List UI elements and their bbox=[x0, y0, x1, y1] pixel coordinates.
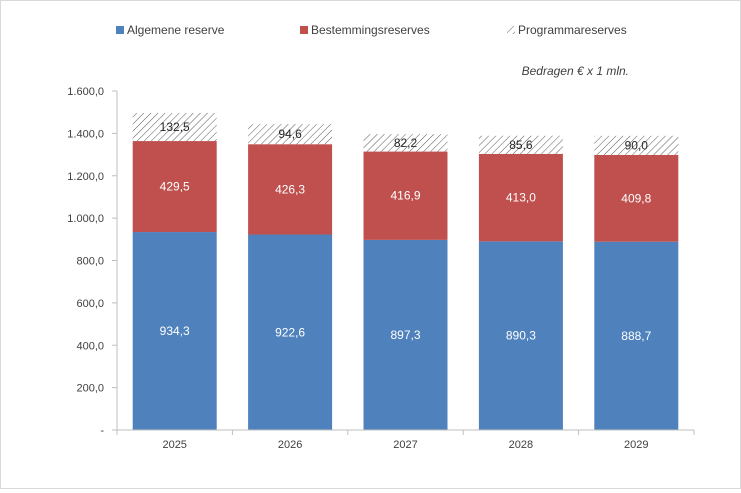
y-tick-label: 1.200,0 bbox=[67, 171, 104, 183]
y-tick-label: 1.600,0 bbox=[67, 86, 104, 98]
data-label-programmareserves-2028: 85,6 bbox=[509, 138, 533, 152]
y-tick-label: - bbox=[100, 425, 104, 437]
x-tick-label-2027: 2027 bbox=[393, 439, 417, 451]
x-tick-label-2029: 2029 bbox=[624, 439, 648, 451]
legend-label-programmareserves: Programmareserves bbox=[518, 23, 627, 37]
data-label-programmareserves-2029: 90,0 bbox=[625, 138, 649, 152]
data-label-algemene-reserve-2029: 888,7 bbox=[621, 329, 651, 343]
data-label-algemene-reserve-2026: 922,6 bbox=[275, 325, 305, 339]
data-label-algemene-reserve-2027: 897,3 bbox=[390, 328, 420, 342]
bar-algemene-reserve-2027 bbox=[363, 239, 448, 430]
x-tick-label-2028: 2028 bbox=[509, 439, 533, 451]
bar-bestemmingsreserves-2027 bbox=[363, 151, 448, 240]
data-label-algemene-reserve-2028: 890,3 bbox=[506, 329, 536, 343]
bar-programmareserves-2025 bbox=[132, 112, 217, 142]
bar-bestemmingsreserves-2028 bbox=[478, 153, 563, 242]
legend-swatch-programmareserves bbox=[507, 26, 515, 34]
bar-algemene-reserve-2029 bbox=[594, 241, 679, 430]
bars: 934,3 429,5 132,5 922,6 426,3 94,6 897,3 416,9 8… bbox=[132, 112, 679, 430]
data-label-bestemmingsreserves-2025: 429,5 bbox=[160, 180, 190, 194]
y-axis: - 200,0 400,0 600,0 800,0 1.000,0 1.200,0 1.400… bbox=[67, 86, 118, 437]
legend: Algemene reserve Bestemmingsreserves Pro… bbox=[116, 23, 627, 37]
legend-swatch-algemene-reserve bbox=[116, 26, 124, 34]
x-axis: 2025 2026 2027 2028 2029 bbox=[116, 429, 695, 451]
data-label-programmareserves-2026: 94,6 bbox=[278, 127, 302, 141]
data-label-bestemmingsreserves-2028: 413,0 bbox=[506, 191, 536, 205]
data-label-algemene-reserve-2025: 934,3 bbox=[160, 324, 190, 338]
y-tick-label: 200,0 bbox=[76, 383, 104, 395]
data-label-bestemmingsreserves-2029: 409,8 bbox=[621, 191, 651, 205]
legend-label-algemene-reserve: Algemene reserve bbox=[127, 23, 225, 37]
x-tick-label-2025: 2025 bbox=[162, 439, 186, 451]
data-label-bestemmingsreserves-2027: 416,9 bbox=[390, 189, 420, 203]
y-tick-label: 1.400,0 bbox=[67, 128, 104, 140]
y-tick-label: 600,0 bbox=[76, 298, 104, 310]
legend-swatch-bestemmingsreserves bbox=[300, 26, 308, 34]
bar-algemene-reserve-2025 bbox=[132, 232, 217, 430]
y-tick-label: 400,0 bbox=[76, 340, 104, 352]
y-tick-label: 1.000,0 bbox=[67, 213, 104, 225]
bar-algemene-reserve-2028 bbox=[478, 241, 563, 430]
bar-bestemmingsreserves-2025 bbox=[132, 141, 217, 233]
amount-unit-note: Bedragen € x 1 mln. bbox=[522, 64, 629, 78]
legend-label-bestemmingsreserves: Bestemmingsreserves bbox=[311, 23, 430, 37]
data-label-programmareserves-2025: 132,5 bbox=[160, 120, 190, 134]
y-tick-label: 800,0 bbox=[76, 256, 104, 268]
bar-programmareserves-2027 bbox=[363, 134, 448, 152]
x-tick-label-2026: 2026 bbox=[278, 439, 302, 451]
bar-programmareserves-2026 bbox=[248, 124, 333, 145]
bar-bestemmingsreserves-2026 bbox=[248, 144, 333, 235]
bar-programmareserves-2029 bbox=[594, 135, 679, 155]
data-label-programmareserves-2027: 82,2 bbox=[394, 136, 418, 150]
bar-programmareserves-2028 bbox=[478, 135, 563, 154]
bar-algemene-reserve-2026 bbox=[248, 234, 333, 430]
data-label-bestemmingsreserves-2026: 426,3 bbox=[275, 182, 305, 196]
bar-bestemmingsreserves-2029 bbox=[594, 154, 679, 242]
